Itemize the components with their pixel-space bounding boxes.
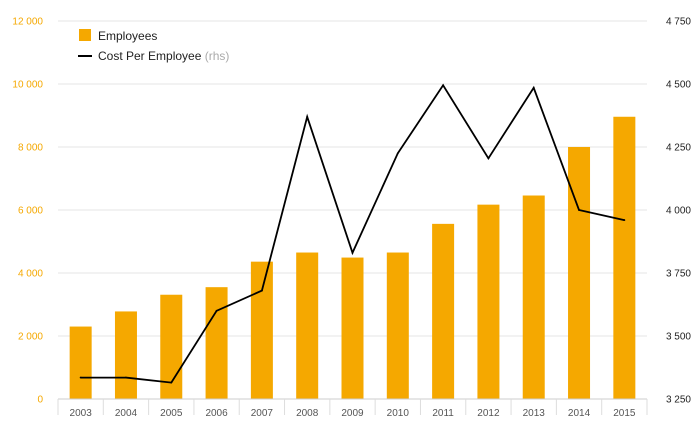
cost-per-employee-point — [125, 376, 127, 379]
employees-bar — [296, 252, 319, 399]
axes: 0 2 000 4 000 6 000 8 000 10 000 12 000 3 250 3 … — [12, 17, 691, 420]
x-tick-label: 2007 — [251, 408, 274, 419]
cost-per-employee-line-group — [79, 83, 626, 384]
employees-bar — [522, 195, 545, 399]
cost-per-employee-point — [306, 115, 309, 118]
employees-bar — [386, 252, 409, 399]
cost-per-employee-point — [578, 209, 580, 211]
employees-bar — [69, 326, 92, 399]
employees-bar — [114, 311, 137, 399]
right-y-tick-label: 4 500 — [666, 80, 691, 91]
left-y-tick-label: 8 000 — [18, 143, 43, 154]
x-tick-label: 2006 — [205, 408, 228, 419]
x-tick-label: 2005 — [160, 408, 183, 419]
employees-bar — [477, 204, 500, 399]
legend-swatch-employees — [79, 29, 91, 41]
right-y-tick-label: 3 250 — [666, 395, 691, 406]
cost-per-employee-point — [215, 309, 218, 312]
left-y-tick-label: 2 000 — [18, 332, 43, 343]
x-tick-label: 2014 — [568, 408, 591, 419]
left-y-tick-label: 6 000 — [18, 206, 43, 217]
x-tick-label: 2011 — [432, 408, 454, 419]
cost-per-employee-point — [396, 152, 399, 155]
x-tick-label: 2013 — [523, 408, 546, 419]
right-y-tick-label: 4 750 — [666, 17, 691, 28]
legend-label-employees: Employees — [98, 29, 157, 43]
left-y-tick-label: 4 000 — [18, 269, 43, 280]
right-y-tick-label: 4 250 — [666, 143, 691, 154]
left-y-tick-label: 12 000 — [12, 17, 43, 28]
legend-note-rhs: (rhs) — [205, 49, 230, 63]
x-tick-label: 2003 — [70, 408, 93, 419]
employees-bar — [432, 223, 455, 399]
x-tick-label: 2009 — [341, 408, 364, 419]
legend: Employees Cost Per Employee (rhs) — [78, 29, 229, 63]
right-y-tick-label: 3 500 — [666, 332, 691, 343]
x-tick-label: 2008 — [296, 408, 319, 419]
employees-bar — [568, 147, 591, 399]
right-y-tick-label: 3 750 — [666, 269, 691, 280]
left-y-tick-label: 0 — [37, 395, 43, 406]
cost-per-employee-point — [623, 219, 626, 221]
legend-label-cost-per-employee: Cost Per Employee (rhs) — [98, 49, 229, 63]
cost-per-employee-point — [351, 251, 354, 254]
employees-bar — [341, 257, 364, 399]
employees-bars — [69, 116, 636, 399]
cost-per-employee-point — [532, 86, 535, 89]
x-tick-label: 2015 — [613, 408, 636, 419]
right-y-tick-label: 4 000 — [666, 206, 691, 217]
x-tick-label: 2012 — [477, 408, 500, 419]
cost-per-employee-point — [487, 157, 490, 160]
cost-per-employee-point — [260, 289, 263, 292]
cost-per-employee-point — [170, 381, 173, 384]
x-tick-label: 2004 — [115, 408, 138, 419]
employees-bar — [250, 261, 273, 399]
cost-per-employee-point — [442, 84, 445, 87]
x-tick-label: 2010 — [387, 408, 410, 419]
employees-bar — [613, 116, 636, 399]
cost-per-employee-point — [79, 376, 82, 379]
employees-bar — [205, 287, 228, 399]
left-y-tick-label: 10 000 — [12, 80, 43, 91]
